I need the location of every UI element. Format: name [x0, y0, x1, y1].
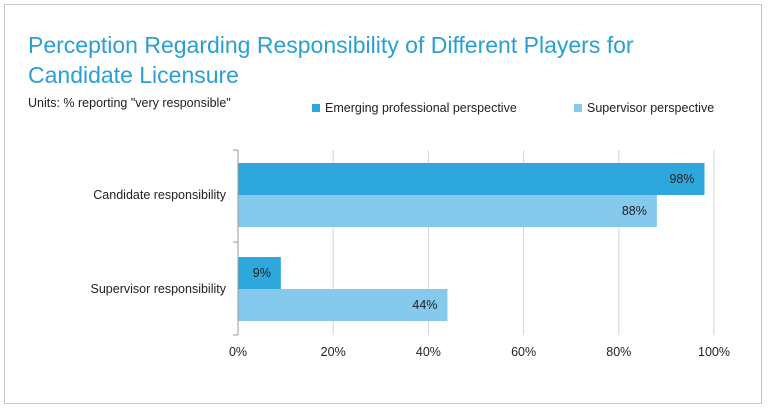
x-tick-label-80: 80%: [606, 345, 631, 359]
data-label-0-1: 88%: [622, 204, 647, 218]
legend-item-emerging: Emerging professional perspective: [312, 101, 517, 115]
x-tick-label-100: 100%: [698, 345, 730, 359]
x-tick-label-40: 40%: [416, 345, 441, 359]
data-label-0-0: 98%: [669, 172, 694, 186]
chart-title: Perception Regarding Responsibility of D…: [28, 32, 634, 88]
bar-0-0: [238, 163, 705, 195]
legend-item-supervisor: Supervisor perspective: [574, 101, 714, 115]
legend-swatch-emerging: [312, 104, 320, 112]
bar-1-0: [238, 257, 281, 289]
bar-1-1: [238, 289, 448, 321]
legend-label-emerging: Emerging professional perspective: [325, 101, 517, 115]
x-tick-label-0: 0%: [229, 345, 247, 359]
x-tick-label-60: 60%: [511, 345, 536, 359]
category-label-1: Supervisor responsibility: [91, 282, 227, 296]
bar-0-1: [238, 195, 657, 227]
legend-label-supervisor: Supervisor perspective: [587, 101, 715, 115]
category-label-0: Candidate responsibility: [93, 188, 226, 202]
data-label-1-1: 44%: [412, 298, 437, 312]
chart-subtitle: Units: % reporting "very responsible": [28, 96, 231, 110]
data-label-1-0: 9%: [253, 266, 271, 280]
x-tick-label-20: 20%: [321, 345, 346, 359]
legend-swatch-supervisor: [574, 104, 582, 112]
